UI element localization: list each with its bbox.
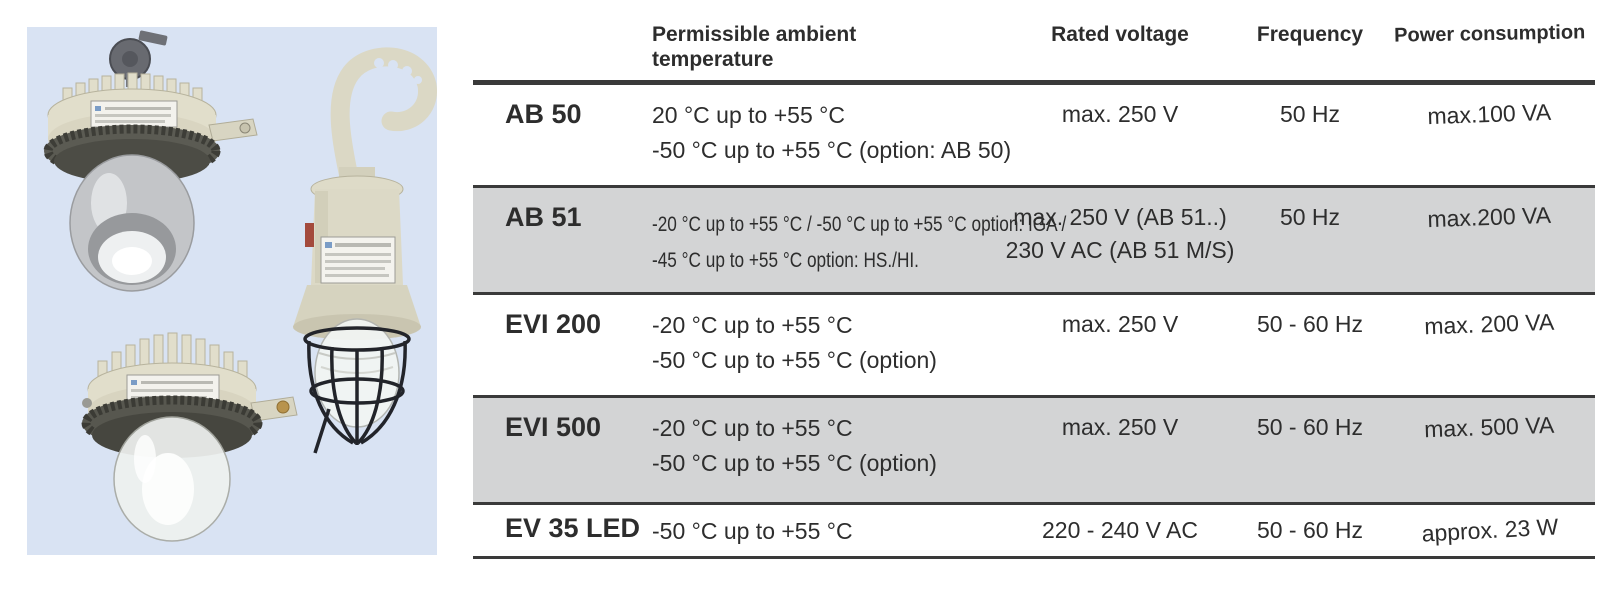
pendant-lamp-photo xyxy=(81,332,298,542)
temperature-cell: -20 °C up to +55 °C -50 °C up to +55 °C … xyxy=(652,415,937,476)
frequency-cell: 50 Hz xyxy=(1279,101,1341,127)
frequency-cell: 50 - 60 Hz xyxy=(1256,517,1364,543)
frequency-cell: 50 - 60 Hz xyxy=(1256,414,1364,440)
temperature-cell: 20 °C up to +55 °C -50 °C up to +55 °C (… xyxy=(652,102,1012,163)
hand-lamp-photo xyxy=(293,47,437,454)
voltage-cell: 220 - 240 V AC xyxy=(1042,517,1198,543)
power-cell: max.100 VA xyxy=(1427,98,1552,130)
table-row: EVI 200 -20 °C up to +55 °C -50 °C up to… xyxy=(473,295,1595,398)
table-row: EVI 500 -20 °C up to +55 °C -50 °C up to… xyxy=(473,398,1595,505)
table-row: AB 51 -20 °C up to +55 °C / -50 °C up to… xyxy=(473,188,1595,295)
table-row: EV 35 LED -50 °C up to +55 °C 220 - 240 … xyxy=(473,505,1595,559)
frequency-cell: 50 Hz xyxy=(1279,204,1341,230)
model-cell: AB 50 xyxy=(505,99,582,129)
ceiling-lamp-photo xyxy=(43,30,258,292)
temperature-cell: -20 °C up to +55 °C -50 °C up to +55 °C … xyxy=(652,312,937,373)
header-rated-voltage: Rated voltage xyxy=(1051,23,1189,46)
power-cell: max. 500 VA xyxy=(1423,411,1555,443)
header-power-consumption: Power consumption xyxy=(1393,21,1586,47)
power-cell: max.200 VA xyxy=(1426,201,1552,233)
header-frequency: Frequency xyxy=(1256,23,1364,46)
spec-table: Permissible ambient temperature Rated vo… xyxy=(473,18,1595,559)
frequency-cell: 50 - 60 Hz xyxy=(1256,311,1364,337)
header-model-spacer xyxy=(473,18,650,80)
voltage-cell: max. 250 V xyxy=(1061,101,1179,127)
model-cell: EV 35 LED xyxy=(505,513,641,543)
table-header-row: Permissible ambient temperature Rated vo… xyxy=(473,18,1595,85)
model-cell: EVI 200 xyxy=(505,309,602,339)
table-row: AB 50 20 °C up to +55 °C -50 °C up to +5… xyxy=(473,85,1595,188)
temperature-cell: -20 °C up to +55 °C / -50 °C up to +55 °… xyxy=(652,213,1067,272)
header-temperature: Permissible ambient temperature xyxy=(652,23,857,72)
voltage-cell: max. 250 V xyxy=(1061,311,1179,337)
power-cell: max. 200 VA xyxy=(1423,308,1555,340)
voltage-cell: max. 250 V xyxy=(1061,414,1179,440)
voltage-cell: max. 250 V (AB 51..) 230 V AC (AB 51 M/S… xyxy=(1005,204,1235,264)
model-cell: EVI 500 xyxy=(505,412,602,442)
power-cell: approx. 23 W xyxy=(1420,513,1559,547)
lamps-illustration xyxy=(43,30,437,542)
model-cell: AB 51 xyxy=(505,202,582,232)
product-photo-panel xyxy=(27,27,437,555)
temperature-cell: -50 °C up to +55 °C xyxy=(652,518,853,544)
